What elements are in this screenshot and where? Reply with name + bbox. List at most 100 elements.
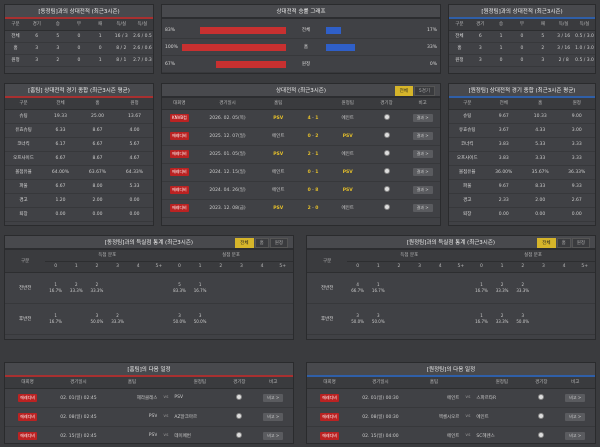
home-team[interactable]: 에인트: [408, 388, 460, 408]
away-team[interactable]: 에인트: [476, 407, 528, 427]
table-cell: 6: [26, 30, 48, 43]
note-button[interactable]: 비고 >: [565, 412, 586, 421]
home-team[interactable]: 엑셀시오르: [408, 407, 460, 427]
table-cell: 0.00: [42, 207, 79, 222]
goal-cell: [409, 303, 430, 335]
tab-home[interactable]: 홈: [556, 238, 571, 248]
half-label: 전반전: [307, 272, 348, 304]
league-badge[interactable]: 에레디비: [170, 168, 189, 176]
away-score: 0: [315, 205, 319, 211]
league-badge[interactable]: 에레디비: [18, 393, 37, 402]
ball-icon[interactable]: [383, 186, 390, 192]
result-button[interactable]: 결과 >: [412, 204, 433, 212]
league-badge[interactable]: 에레디비: [170, 186, 189, 194]
tab-away[interactable]: 원정: [269, 238, 288, 248]
away-team[interactable]: 데이페번: [174, 426, 226, 443]
league-badge[interactable]: 에레디비: [18, 412, 37, 421]
ball-icon[interactable]: [236, 412, 243, 419]
league-badge[interactable]: 에레디비: [320, 431, 339, 440]
result-button[interactable]: 결과 >: [412, 186, 433, 194]
league-badge[interactable]: KNVB컵: [169, 114, 189, 122]
away-team[interactable]: PSV: [327, 127, 368, 146]
score-cell: 2 - 0: [298, 199, 328, 218]
tab-away[interactable]: 원정: [571, 238, 590, 248]
table-cell: 8 / 2: [110, 42, 132, 55]
note-button[interactable]: 비고 >: [263, 412, 284, 421]
away-team[interactable]: PSV: [327, 181, 368, 200]
table-cell: 볼점유율: [449, 165, 486, 180]
league-badge[interactable]: 에레디비: [320, 412, 339, 421]
note-button[interactable]: 비고 >: [263, 431, 284, 440]
away-team[interactable]: 에인트: [327, 109, 368, 128]
ball-icon[interactable]: [236, 393, 243, 400]
league-badge[interactable]: 에레디비: [18, 431, 37, 440]
away-team[interactable]: 에인트: [327, 199, 368, 218]
tab-all[interactable]: 전체: [394, 86, 413, 96]
col-header: 승: [47, 19, 69, 31]
col-header: 2: [388, 261, 410, 273]
home-team[interactable]: PSV: [258, 145, 299, 164]
home-team[interactable]: PSV: [258, 109, 299, 128]
col-header: 구분: [449, 19, 470, 31]
goal-cell: 1 16.7%: [471, 303, 492, 335]
home-team[interactable]: 에인트: [258, 163, 299, 182]
home-team[interactable]: 헤라클레스: [106, 388, 158, 408]
col-header: 득/실: [553, 19, 575, 31]
note-button[interactable]: 비고 >: [565, 393, 586, 402]
result-button[interactable]: 결과 >: [412, 150, 433, 158]
note-cell: 비고 >: [253, 388, 293, 408]
ball-icon[interactable]: [383, 168, 390, 174]
ball-icon[interactable]: [236, 431, 243, 438]
tab-all[interactable]: 전체: [235, 238, 254, 248]
ball-icon[interactable]: [383, 132, 390, 138]
col-header: 3: [533, 261, 554, 273]
away-team[interactable]: 스파르타R: [476, 388, 528, 408]
away-team[interactable]: PSV: [174, 388, 226, 408]
ball-icon[interactable]: [538, 431, 545, 438]
away-team[interactable]: 에인트: [327, 145, 368, 164]
ball-icon[interactable]: [383, 204, 390, 210]
result-button[interactable]: 결과 >: [412, 168, 433, 176]
league-badge[interactable]: 에레디비: [170, 204, 189, 212]
table-cell: 퇴장: [5, 207, 42, 222]
col-header: 3: [107, 261, 128, 273]
home-team[interactable]: 에인트: [258, 181, 299, 200]
league-badge[interactable]: 에레디비: [170, 150, 189, 158]
home-team[interactable]: PSV: [106, 426, 158, 443]
note-cell: 결과 >: [405, 145, 440, 164]
ball-icon[interactable]: [383, 150, 390, 156]
away-team[interactable]: AZ알크마르: [174, 407, 226, 427]
league-badge[interactable]: 에레디비: [320, 393, 339, 402]
table-row: 퇴장 0.00 0.00 0.00: [449, 207, 595, 222]
score-cell: 0 - 2: [298, 127, 328, 146]
table-cell: 경고: [449, 193, 486, 208]
away-team[interactable]: PSV: [327, 163, 368, 182]
home-team[interactable]: PSV: [258, 199, 299, 218]
vs-label: vs: [157, 388, 175, 408]
table-cell: 3.83: [485, 151, 522, 166]
goal-cell: [553, 303, 575, 335]
note-cell: 비고 >: [555, 426, 595, 443]
result-button[interactable]: 결과 >: [412, 114, 433, 122]
vs-label: vs: [459, 426, 477, 443]
table-cell: 3.33: [558, 151, 595, 166]
tab-home[interactable]: 홈: [254, 238, 269, 248]
tab-all[interactable]: 전체: [537, 238, 556, 248]
home-team[interactable]: PSV: [106, 407, 158, 427]
col-header: 4: [553, 261, 575, 273]
note-button[interactable]: 비고 >: [565, 431, 586, 440]
result-button[interactable]: 결과 >: [412, 132, 433, 140]
tab-5-games[interactable]: 5경기: [413, 86, 435, 96]
note-button[interactable]: 비고 >: [263, 393, 284, 402]
home-team[interactable]: 에인트: [258, 127, 299, 146]
league-badge[interactable]: 에레디비: [170, 132, 189, 140]
ball-icon[interactable]: [383, 114, 390, 120]
ball-icon[interactable]: [538, 412, 545, 419]
ball-icon[interactable]: [538, 393, 545, 400]
home-team[interactable]: 에인트: [408, 426, 460, 443]
h2h-results-table: 대회명 경기일시 홈팀 원정팀 경기장 비고 KNVB컵 2026. 02. 05(목) …: [162, 98, 440, 218]
table-row: 파울 9.67 8.33 9.33: [449, 179, 595, 194]
away-winrate-value: 0%: [429, 61, 437, 67]
winrate-graph: 83% 전체 17% 100% 홈 33% 67% 원정 0%: [162, 19, 440, 73]
away-team[interactable]: SC헤렌스: [476, 426, 528, 443]
